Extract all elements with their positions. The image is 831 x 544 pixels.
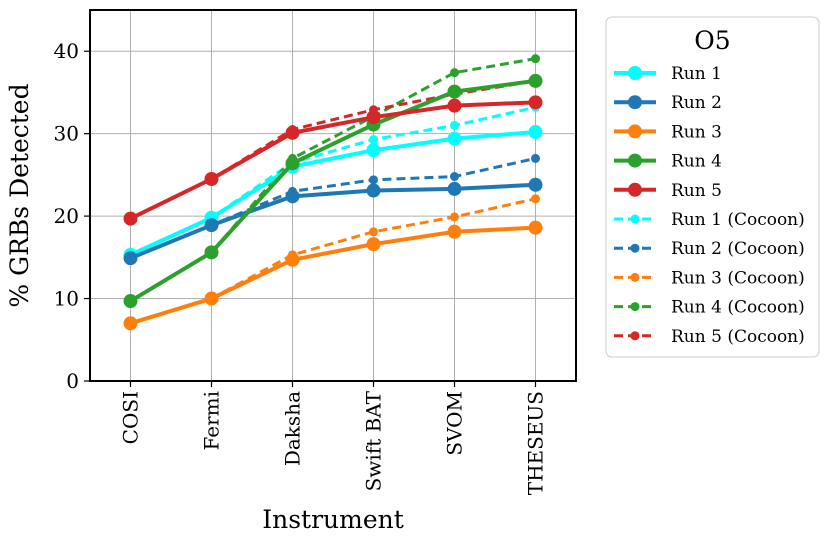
legend-swatch-marker bbox=[630, 302, 640, 312]
legend-item: Run 2 (Cocoon) bbox=[614, 239, 805, 259]
data-point bbox=[450, 172, 459, 182]
data-point bbox=[450, 120, 459, 130]
legend-item: Run 5 bbox=[614, 181, 722, 201]
plot-frame bbox=[89, 9, 577, 382]
data-point bbox=[285, 125, 300, 140]
series-lines bbox=[123, 54, 543, 331]
legend-label: Run 2 bbox=[671, 93, 722, 113]
x-axis-label: Instrument bbox=[262, 505, 404, 534]
legend-items: Run 1 Run 2 Run 3 Run 4 Run 5 Run 1 (Cocoon) R… bbox=[614, 64, 805, 347]
data-point bbox=[531, 153, 540, 163]
legend-swatch-marker bbox=[630, 243, 640, 253]
legend-item: Run 1 bbox=[614, 64, 722, 84]
series-run-4 bbox=[123, 73, 543, 309]
x-tick-label: Fermi bbox=[200, 391, 224, 451]
data-point bbox=[447, 131, 462, 146]
series-run-2-cocoon bbox=[126, 153, 540, 263]
data-point bbox=[204, 218, 219, 233]
legend-swatch-marker bbox=[630, 272, 640, 282]
legend-item: Run 3 (Cocoon) bbox=[614, 268, 805, 288]
series-run-5 bbox=[123, 95, 543, 226]
data-point bbox=[450, 212, 459, 222]
legend-label: Run 3 (Cocoon) bbox=[671, 268, 805, 288]
x-tick-label: COSI bbox=[119, 391, 143, 444]
data-point bbox=[123, 294, 138, 309]
data-point bbox=[450, 68, 459, 78]
legend-item: Run 5 (Cocoon) bbox=[614, 327, 805, 347]
data-point bbox=[285, 252, 300, 267]
y-tick-label: 20 bbox=[54, 204, 79, 228]
legend-swatch-marker bbox=[630, 331, 640, 341]
data-point bbox=[366, 110, 381, 125]
series-run-3 bbox=[123, 220, 543, 331]
legend-swatch-marker bbox=[630, 214, 640, 224]
data-point bbox=[369, 175, 378, 185]
data-point bbox=[447, 224, 462, 239]
data-point bbox=[447, 181, 462, 196]
legend-label: Run 4 bbox=[671, 152, 722, 172]
legend-label: Run 1 bbox=[671, 64, 722, 84]
data-point bbox=[123, 251, 138, 266]
data-point bbox=[528, 95, 543, 110]
series-line bbox=[129, 78, 536, 303]
y-tick-label: 10 bbox=[54, 287, 79, 311]
legend-item: Run 4 (Cocoon) bbox=[614, 298, 805, 318]
legend-label: Run 5 (Cocoon) bbox=[671, 327, 805, 347]
data-point bbox=[531, 194, 540, 204]
data-point bbox=[366, 183, 381, 198]
legend-box bbox=[605, 16, 820, 358]
data-point bbox=[531, 54, 540, 64]
data-point bbox=[204, 291, 219, 306]
legend-swatch-marker bbox=[628, 95, 642, 110]
axis-ticks: 0 10 20 30 40 COSI Fermi Daksha Swift BAT SVOM THE… bbox=[54, 39, 548, 495]
data-point bbox=[204, 172, 219, 187]
data-point bbox=[285, 189, 300, 204]
data-point bbox=[369, 227, 378, 237]
legend-item: Run 1 (Cocoon) bbox=[614, 210, 805, 230]
y-tick-label: 0 bbox=[66, 369, 79, 393]
data-point bbox=[123, 316, 138, 331]
legend-label: Run 2 (Cocoon) bbox=[671, 239, 805, 259]
data-point bbox=[447, 98, 462, 113]
data-point bbox=[369, 134, 378, 144]
data-point bbox=[123, 211, 138, 226]
legend-label: Run 5 bbox=[671, 181, 722, 201]
legend-swatch-marker bbox=[628, 124, 642, 139]
legend-title: O5 bbox=[694, 26, 730, 55]
y-tick-label: 30 bbox=[54, 122, 79, 146]
y-tick-label: 40 bbox=[54, 39, 79, 63]
legend-swatch-marker bbox=[628, 153, 642, 168]
data-point bbox=[366, 143, 381, 158]
y-axis-label: % GRBs Detected bbox=[5, 83, 34, 307]
legend-item: Run 2 bbox=[614, 93, 722, 113]
data-point bbox=[285, 156, 300, 171]
legend-item: Run 4 bbox=[614, 152, 722, 172]
series-line bbox=[129, 130, 536, 257]
x-tick-label: Daksha bbox=[281, 391, 305, 466]
series-line bbox=[129, 182, 536, 261]
legend-label: Run 1 (Cocoon) bbox=[671, 210, 805, 230]
series-line bbox=[129, 225, 536, 326]
data-point bbox=[528, 73, 543, 88]
legend-label: Run 4 (Cocoon) bbox=[671, 298, 805, 318]
x-tick-label: Swift BAT bbox=[362, 390, 386, 491]
x-tick-label: SVOM bbox=[443, 391, 467, 456]
data-point bbox=[528, 177, 543, 192]
legend-label: Run 3 bbox=[671, 122, 722, 142]
data-point bbox=[528, 220, 543, 235]
legend-swatch-marker bbox=[628, 66, 642, 80]
legend-item: Run 3 bbox=[614, 122, 722, 142]
legend-swatch-marker bbox=[628, 182, 642, 197]
data-point bbox=[528, 125, 543, 140]
data-point bbox=[204, 245, 219, 260]
series-line bbox=[129, 100, 536, 221]
data-point bbox=[447, 84, 462, 99]
series-run-2 bbox=[123, 177, 543, 266]
data-point bbox=[366, 237, 381, 252]
legend: O5 Run 1 Run 2 Run 3 Run 4 Run 5 Run 1 (Cocoo… bbox=[605, 16, 820, 358]
x-tick-label: THESEUS bbox=[524, 391, 548, 495]
